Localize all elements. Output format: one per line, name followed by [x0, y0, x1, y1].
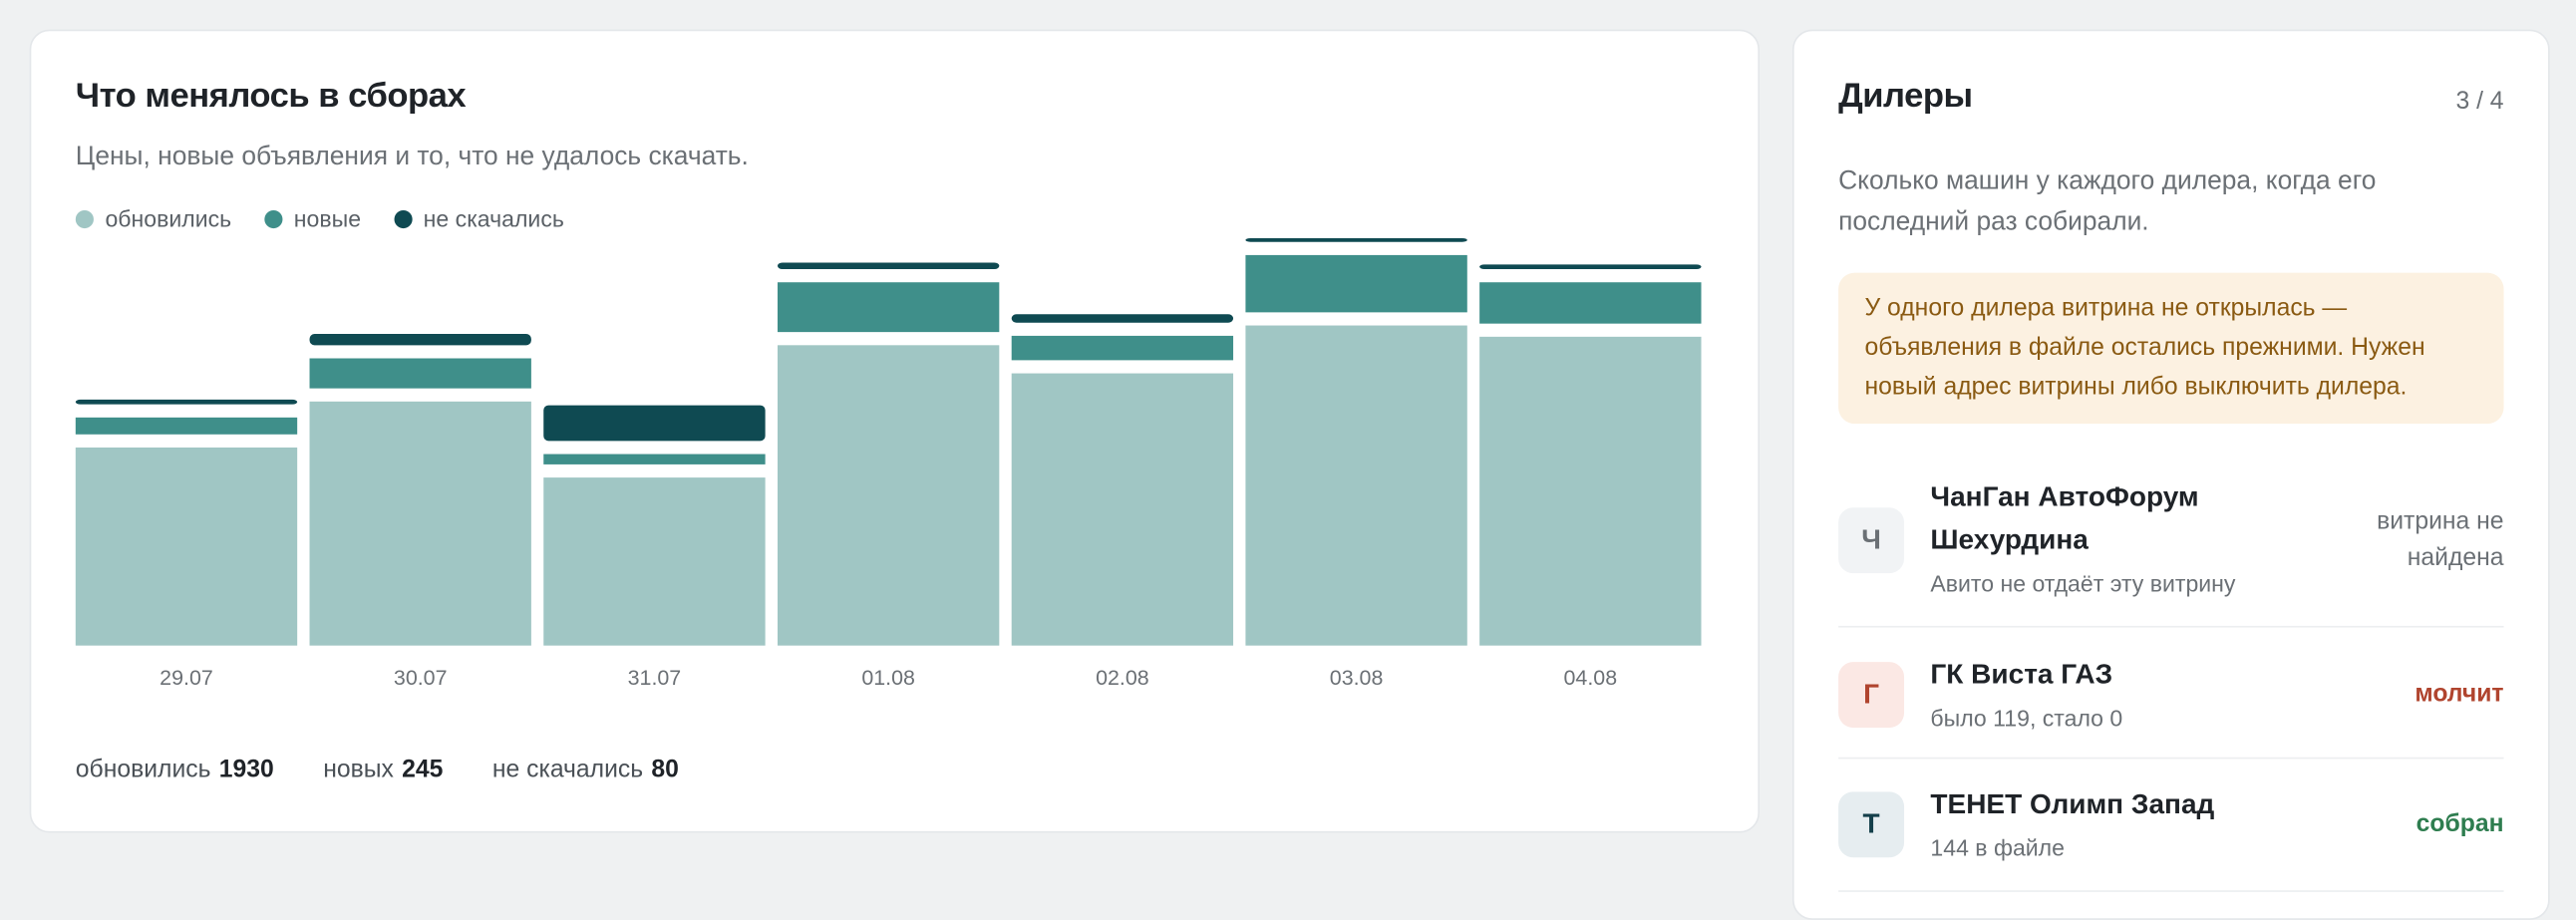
dealer-name: ЧанГан АвтоФорум Шехурдина: [1930, 480, 2199, 556]
dealer-note: Авито не отдаёт эту витрину: [1930, 569, 2236, 597]
dealer-item: Ч ЧанГан АвтоФорум Шехурдина Авито не отда…: [1838, 459, 2504, 628]
summary-item: не скачались 80: [492, 756, 679, 783]
bar-segment: [75, 399, 298, 405]
x-tick-label: 29.07: [160, 666, 213, 690]
legend-swatch: [75, 209, 94, 229]
summary-label: новых: [323, 756, 394, 784]
summary-value: 80: [651, 756, 679, 784]
legend-label: не скачались: [423, 205, 564, 232]
legend: обновились новые не скачались: [75, 205, 564, 232]
legend-label: обновились: [105, 205, 232, 232]
legend-item: не скачались: [394, 205, 564, 231]
x-tick-label: 04.08: [1564, 666, 1618, 690]
bar-segment: [1011, 335, 1234, 361]
bar-segment: [1011, 314, 1234, 323]
summary-value: 245: [402, 756, 444, 784]
bar-segment: [1479, 282, 1702, 324]
bar-segment: [75, 447, 298, 646]
summary-item: обновились 1930: [76, 756, 274, 783]
dealer-status: собран: [2415, 809, 2504, 838]
bar-segment: [1245, 325, 1467, 646]
x-tick-label: 31.07: [628, 666, 682, 690]
legend-item: обновились: [75, 205, 232, 232]
dealer-note: было 119, стало 0: [1930, 704, 2123, 732]
legend-label: новые: [293, 205, 362, 232]
dealer-item: Т ТЕНЕТ Олимп Запад 144 в файле собран: [1838, 759, 2504, 892]
bar-segment: [543, 405, 766, 442]
dealers-counter: 3 / 4: [2455, 87, 2504, 116]
dealer-item: Г ГК Виста ГАЗ было 119, стало 0 молчит: [1838, 629, 2504, 760]
bar-segment: [1245, 237, 1467, 242]
dealer-initial: Г: [1838, 662, 1905, 729]
page: Что менялось в сборах Цены, новые объявл…: [29, 29, 2550, 920]
bar-segment: [1245, 254, 1467, 313]
summary-value: 1930: [218, 756, 274, 784]
dealer-status: витрина не найдена: [2377, 507, 2504, 572]
dealer-initial: Ч: [1838, 507, 1905, 574]
x-tick-label: 02.08: [1096, 666, 1149, 690]
legend-swatch: [394, 209, 413, 229]
dealer-initial: Т: [1838, 791, 1905, 858]
bar-segment: [777, 282, 1000, 333]
dealer-name: ТЕНЕТ Олимп Запад: [1930, 788, 2215, 820]
legend-item: новые: [264, 205, 361, 231]
bar-segment: [309, 358, 531, 389]
legend-swatch: [264, 209, 283, 229]
bar-segment: [309, 334, 531, 346]
bar-segment: [1011, 373, 1234, 646]
summary-item: новых 245: [323, 756, 443, 783]
x-tick-label: 30.07: [394, 666, 448, 690]
bar-segment: [1479, 264, 1702, 270]
bar-segment: [75, 417, 298, 435]
dealer-name: ГК Виста ГАЗ: [1930, 658, 2113, 691]
chart: 29.07 30.07 31.07 01.08 02.08 03.08 04.08: [75, 237, 1702, 690]
chart-title: Что менялось в сборах: [75, 77, 467, 116]
bar-segment: [777, 262, 1000, 270]
summary: обновились 1930 новых 245 не скачались 80: [76, 756, 679, 783]
dealers-card: Дилеры 3 / 4 Сколько машин у каждого дил…: [1791, 29, 2550, 920]
x-tick-label: 03.08: [1330, 666, 1384, 690]
bar-segment: [309, 401, 531, 646]
bar-segment: [777, 345, 1000, 646]
chart-subtitle: Цены, новые объявления и то, что не удал…: [75, 143, 749, 171]
summary-label: обновились: [75, 756, 211, 784]
summary-label: не скачались: [491, 756, 644, 784]
dealers-title: Дилеры: [1838, 77, 1973, 116]
dealer-status: молчит: [2415, 680, 2504, 709]
warning: У одного дилера витрина не открылась — о…: [1838, 272, 2504, 425]
bar-segment: [543, 454, 766, 464]
bar-segment: [1479, 336, 1702, 646]
dealer-note: 144 в файле: [1930, 834, 2065, 861]
x-tick-label: 01.08: [861, 666, 915, 690]
changes-card: Что менялось в сборах Цены, новые объявл…: [29, 29, 1761, 833]
root: Что менялось в сборах Цены, новые объявл…: [29, 29, 2550, 920]
dealers-description: Сколько машин у каждого дилера, когда ег…: [1838, 167, 2377, 237]
bar-segment: [543, 477, 766, 646]
